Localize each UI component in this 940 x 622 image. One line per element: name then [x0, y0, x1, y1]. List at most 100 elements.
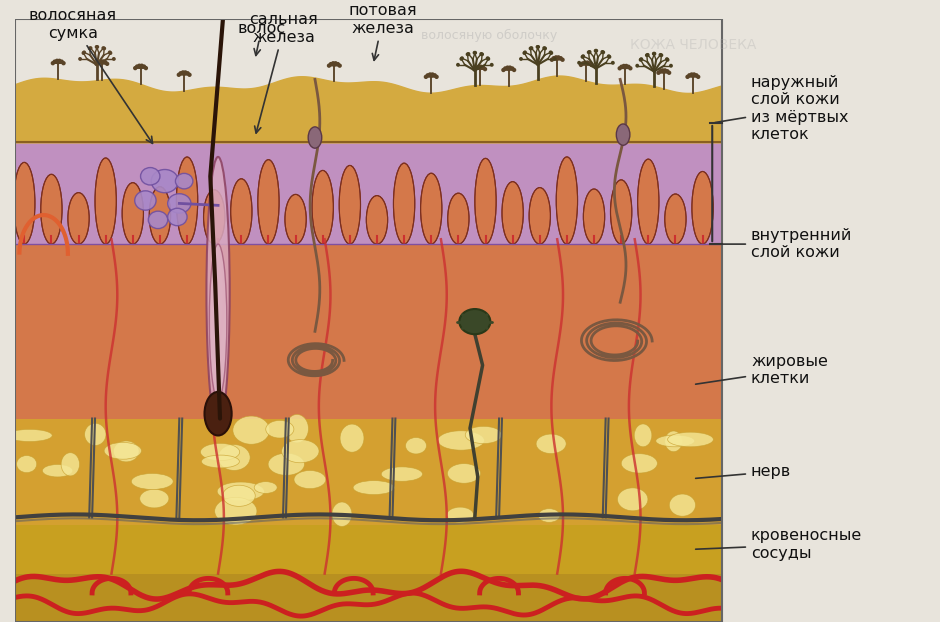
Circle shape — [327, 63, 331, 68]
Ellipse shape — [122, 183, 144, 244]
Ellipse shape — [308, 127, 321, 148]
Circle shape — [329, 62, 333, 67]
Circle shape — [523, 50, 527, 54]
Circle shape — [554, 55, 558, 60]
Text: волосяную оболочку: волосяную оболочку — [421, 29, 557, 42]
Ellipse shape — [149, 211, 167, 229]
Circle shape — [96, 60, 101, 65]
Circle shape — [666, 58, 669, 62]
Ellipse shape — [584, 189, 604, 244]
Circle shape — [424, 75, 428, 79]
Ellipse shape — [618, 488, 648, 511]
Ellipse shape — [200, 443, 240, 461]
Circle shape — [331, 61, 336, 65]
Ellipse shape — [502, 182, 524, 244]
Text: волосяная
сумка: волосяная сумка — [28, 8, 152, 143]
Ellipse shape — [268, 453, 305, 475]
Circle shape — [536, 45, 540, 49]
Ellipse shape — [201, 455, 240, 468]
Circle shape — [594, 49, 598, 53]
Ellipse shape — [282, 440, 319, 463]
Circle shape — [102, 46, 105, 50]
Circle shape — [506, 65, 509, 70]
Circle shape — [663, 68, 667, 73]
Text: кровеносные
сосуды: кровеносные сосуды — [696, 528, 862, 560]
Ellipse shape — [214, 498, 257, 525]
Circle shape — [480, 52, 484, 56]
Circle shape — [428, 72, 432, 77]
Circle shape — [486, 57, 491, 61]
Ellipse shape — [286, 414, 308, 443]
Circle shape — [101, 59, 105, 63]
Circle shape — [635, 64, 639, 68]
Circle shape — [465, 52, 469, 56]
Ellipse shape — [539, 509, 560, 522]
Ellipse shape — [132, 473, 173, 490]
Circle shape — [601, 50, 604, 54]
Circle shape — [621, 63, 626, 68]
Bar — [15, 70, 722, 142]
Bar — [722, 19, 925, 622]
Ellipse shape — [285, 195, 306, 244]
Circle shape — [558, 56, 563, 60]
Ellipse shape — [667, 432, 713, 447]
Circle shape — [556, 55, 560, 60]
Circle shape — [477, 65, 480, 69]
Ellipse shape — [610, 180, 632, 244]
Circle shape — [579, 63, 583, 67]
Ellipse shape — [536, 434, 566, 453]
Circle shape — [611, 61, 615, 65]
Circle shape — [583, 60, 588, 65]
Circle shape — [134, 64, 139, 69]
Text: сальная
железа: сальная железа — [250, 12, 319, 133]
Ellipse shape — [475, 159, 496, 244]
Ellipse shape — [447, 193, 469, 244]
Circle shape — [95, 45, 99, 49]
Circle shape — [602, 50, 605, 54]
Circle shape — [549, 50, 553, 54]
Circle shape — [105, 62, 109, 66]
Circle shape — [82, 51, 86, 55]
Ellipse shape — [420, 174, 442, 244]
Circle shape — [187, 73, 192, 77]
Circle shape — [586, 60, 589, 65]
Ellipse shape — [312, 170, 334, 244]
Ellipse shape — [258, 160, 279, 244]
Ellipse shape — [230, 179, 252, 244]
Ellipse shape — [205, 392, 231, 435]
Ellipse shape — [176, 174, 193, 189]
Circle shape — [581, 61, 585, 65]
Circle shape — [528, 47, 532, 50]
Ellipse shape — [95, 158, 117, 244]
Bar — [15, 19, 722, 622]
Circle shape — [589, 63, 594, 67]
Circle shape — [94, 62, 99, 66]
Ellipse shape — [85, 424, 106, 445]
Circle shape — [626, 65, 631, 69]
Circle shape — [519, 57, 523, 61]
Ellipse shape — [637, 159, 659, 244]
Ellipse shape — [218, 445, 250, 470]
Ellipse shape — [140, 490, 169, 508]
Bar — [15, 244, 722, 419]
Ellipse shape — [151, 170, 179, 193]
Text: нерв: нерв — [696, 464, 791, 480]
Ellipse shape — [233, 416, 270, 444]
Circle shape — [139, 63, 144, 68]
Circle shape — [523, 51, 526, 55]
Circle shape — [588, 50, 591, 54]
Circle shape — [687, 73, 692, 78]
Circle shape — [694, 73, 698, 78]
Circle shape — [594, 49, 598, 53]
Circle shape — [78, 57, 82, 61]
Circle shape — [581, 54, 585, 58]
Circle shape — [638, 58, 643, 62]
Bar — [15, 419, 722, 525]
Circle shape — [645, 53, 649, 57]
Circle shape — [577, 61, 581, 65]
Circle shape — [587, 50, 590, 54]
Circle shape — [53, 60, 57, 64]
Circle shape — [102, 47, 106, 50]
Circle shape — [607, 54, 611, 58]
Ellipse shape — [465, 426, 502, 443]
